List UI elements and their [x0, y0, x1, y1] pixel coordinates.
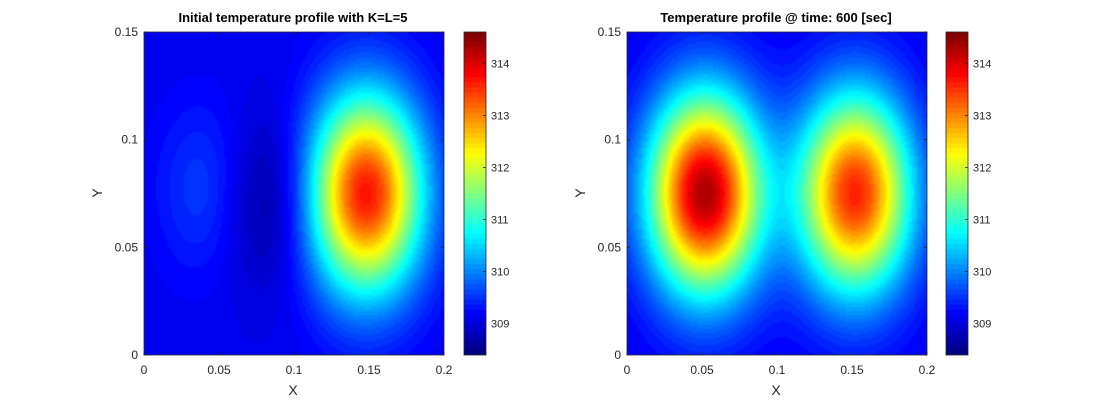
y-tick-label: 0.1 — [121, 133, 138, 147]
colorbar-ticks: 309 310 311 312 313 314 — [965, 58, 991, 331]
y-tick-label: 0.05 — [115, 240, 139, 254]
colorbar-tick-label: 310 — [973, 267, 991, 279]
colorbar-tick-label: 314 — [973, 58, 991, 70]
x-tick-label: 0.2 — [919, 363, 936, 377]
chart-panel-initial: Initial temperature profile with K=L=5 0… — [89, 10, 509, 398]
heatmap-surface — [144, 32, 444, 355]
x-axis-label: X — [771, 382, 781, 398]
x-tick-label: 0.05 — [207, 363, 231, 377]
y-tick-label: 0.15 — [115, 25, 139, 39]
x-tick-label: 0.1 — [769, 363, 786, 377]
x-tick-label: 0 — [141, 363, 148, 377]
heatmap-surface — [627, 32, 927, 355]
y-tick-label: 0.15 — [598, 25, 622, 39]
y-tick-label: 0 — [614, 348, 621, 362]
y-tick-label: 0.05 — [598, 240, 622, 254]
y-axis-label: Y — [89, 188, 105, 198]
x-tick-label: 0.15 — [840, 363, 864, 377]
colorbar-tick-label: 313 — [491, 110, 509, 122]
colorbar-tick-label: 311 — [973, 215, 991, 227]
x-axis-label: X — [288, 382, 298, 398]
colorbar-tick-label: 310 — [491, 267, 509, 279]
x-tick-label: 0.1 — [286, 363, 303, 377]
colorbar-frame — [945, 31, 969, 356]
y-axis: 0 0.05 0.1 0.15 — [115, 25, 444, 362]
x-tick-label: 0 — [624, 363, 631, 377]
colorbar-tick-label: 309 — [973, 319, 991, 331]
y-axis: 0 0.05 0.1 0.15 — [598, 25, 927, 362]
colorbar-frame — [463, 31, 487, 356]
y-tick-label: 0.1 — [604, 133, 621, 147]
x-tick-label: 0.2 — [436, 363, 453, 377]
x-axis: 0 0.05 0.1 0.15 0.2 — [141, 32, 453, 377]
chart-title: Initial temperature profile with K=L=5 — [179, 10, 408, 25]
y-tick-label: 0 — [131, 348, 138, 362]
colorbar-tick-label: 309 — [491, 319, 509, 331]
y-axis-label: Y — [572, 188, 588, 198]
colorbar-tick-label: 312 — [973, 162, 991, 174]
colorbar-tick-label: 312 — [491, 162, 509, 174]
x-tick-label: 0.15 — [357, 363, 381, 377]
colorbar-tick-label: 311 — [491, 215, 509, 227]
colorbar — [946, 32, 968, 355]
colorbar-tick-label: 314 — [491, 58, 509, 70]
chart-title: Temperature profile @ time: 600 [sec] — [660, 10, 891, 25]
colorbar — [464, 32, 486, 355]
colorbar-ticks: 309 310 311 312 313 314 — [483, 58, 509, 331]
colorbar-tick-label: 313 — [973, 110, 991, 122]
x-axis: 0 0.05 0.1 0.15 0.2 — [624, 32, 936, 377]
x-tick-label: 0.05 — [690, 363, 714, 377]
